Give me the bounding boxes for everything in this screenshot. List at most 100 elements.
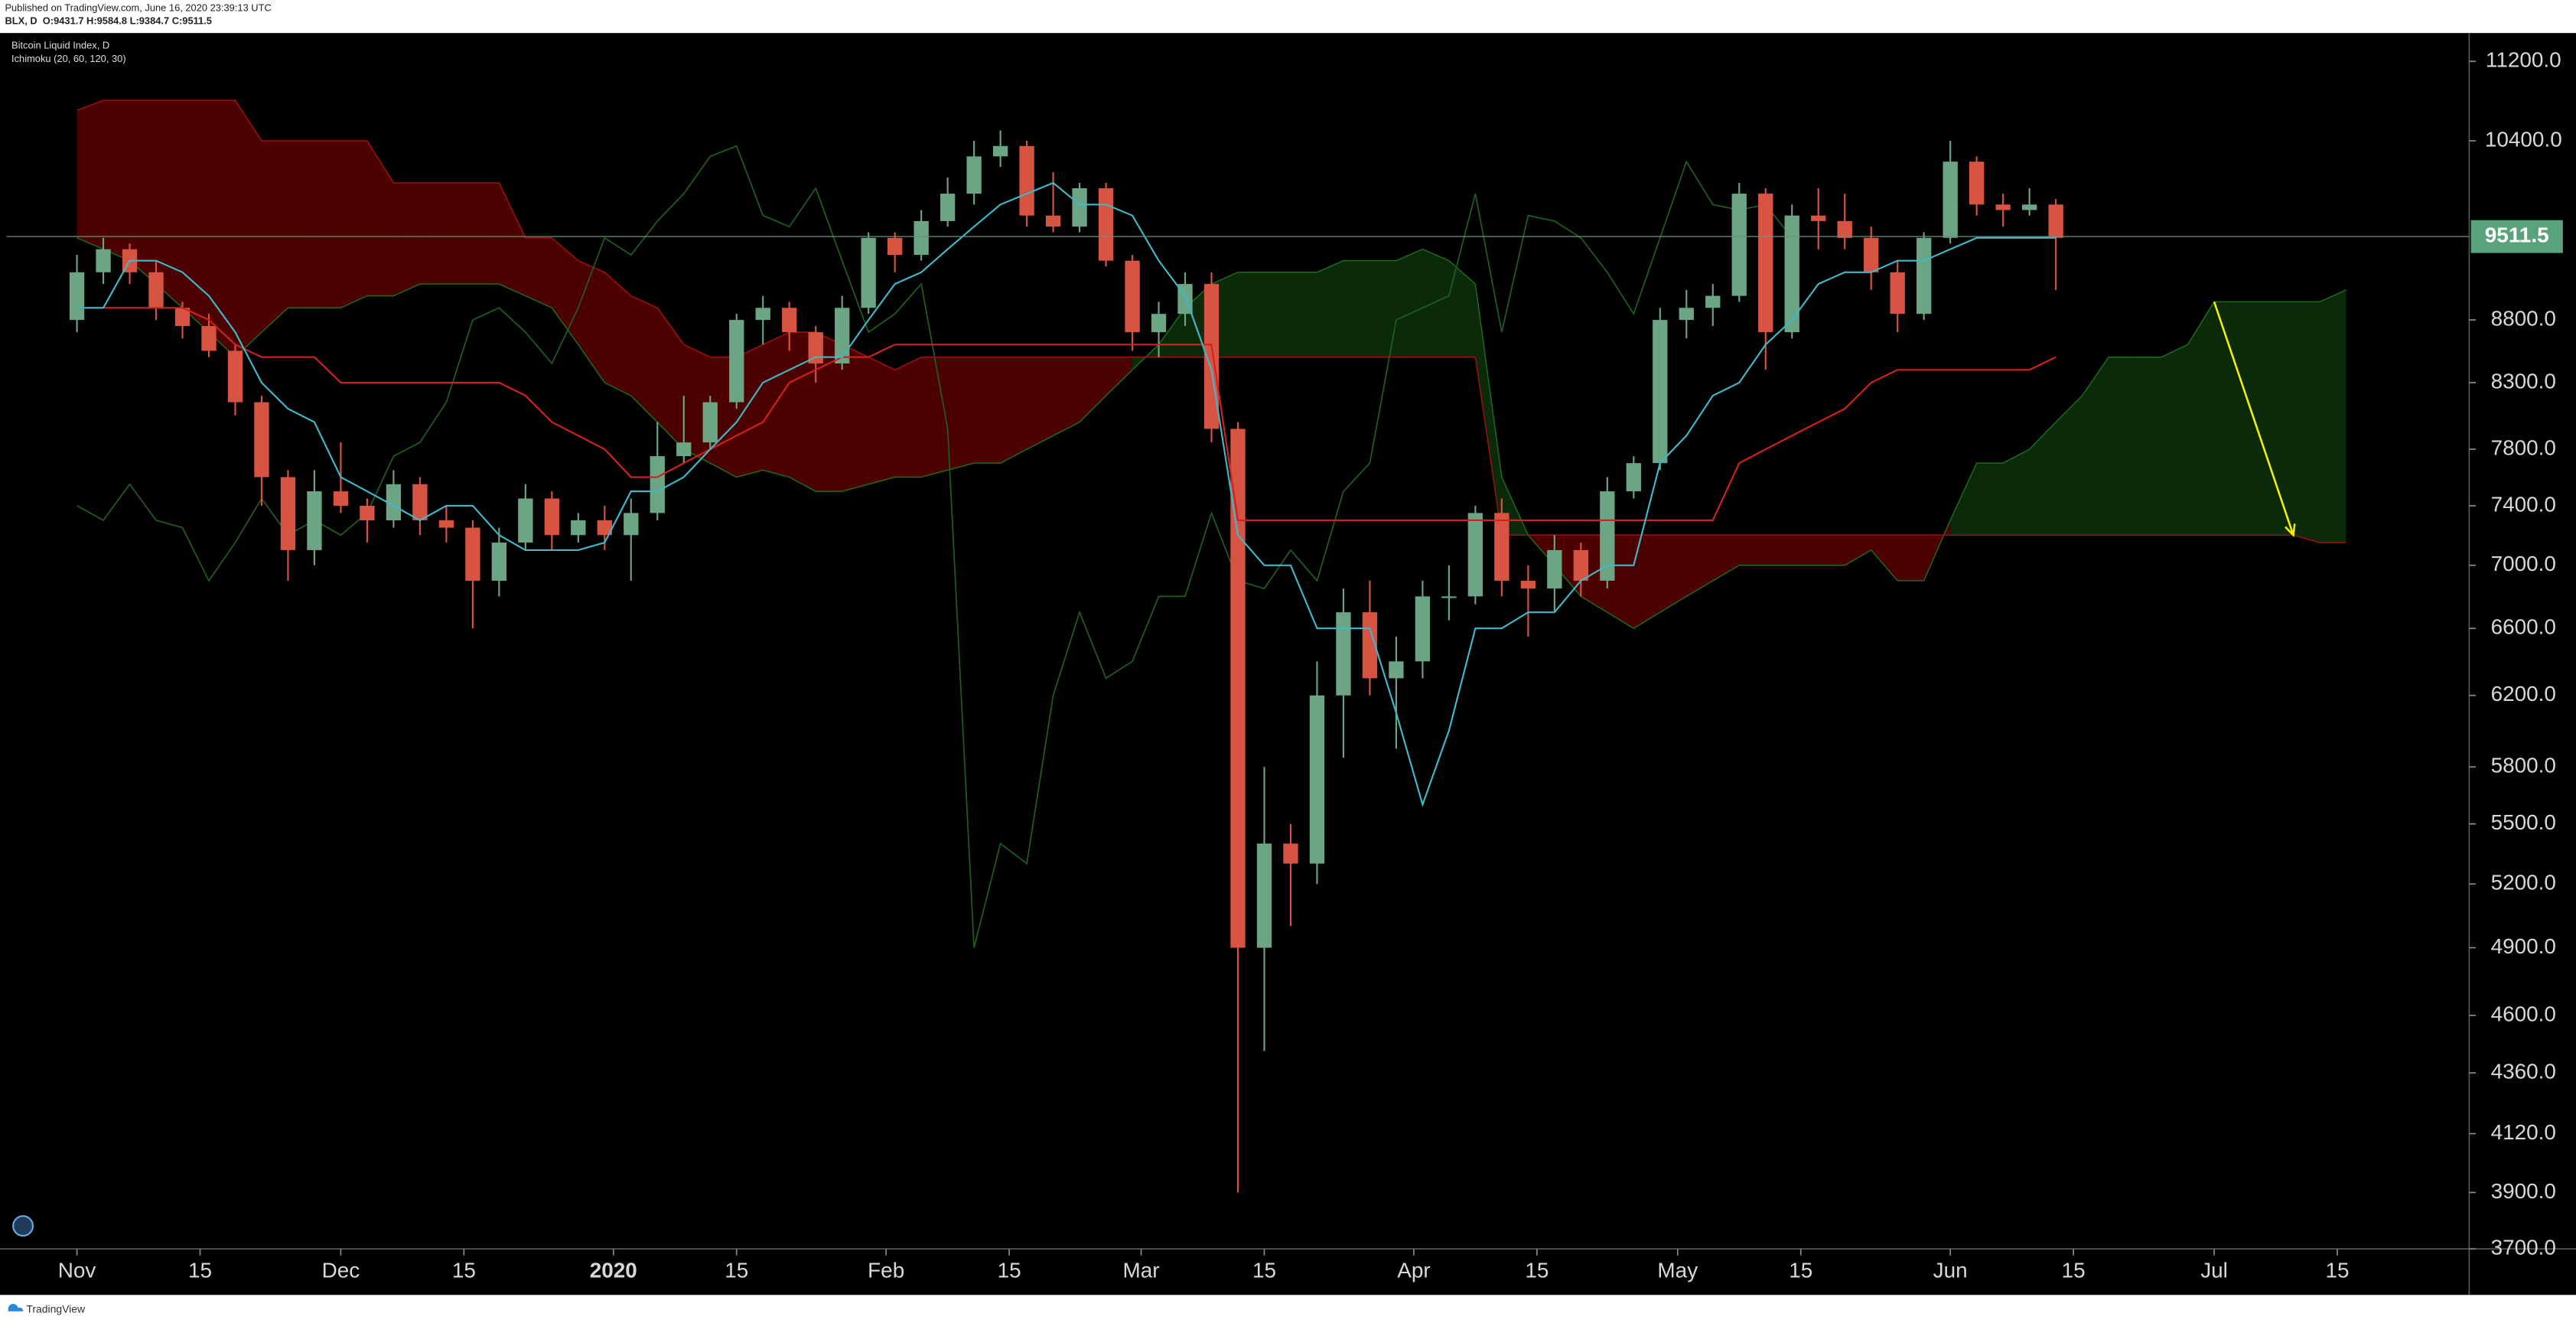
candle-body [1758,194,1773,333]
candle-body [386,484,402,520]
candle-body [1995,204,2011,210]
candle-body [69,272,85,321]
y-tick-label: 5500.0 [2491,810,2556,834]
cloud-segment [446,182,473,285]
cloud-segment [314,141,341,308]
cloud-segment [77,100,104,249]
x-tick-label: 15 [188,1259,212,1282]
candle-body [1573,549,1589,581]
candle-body [1864,237,1879,272]
x-tick-label: Apr [1397,1259,1430,1282]
candle-body [1943,161,1958,238]
candle-body [201,326,217,351]
candle-body [702,402,718,443]
x-tick-label: 15 [1789,1259,1812,1282]
candle-body [624,513,639,536]
candle-body [1230,429,1246,948]
candle-body [1917,237,1932,314]
cloud-segment [1686,535,1713,597]
cloud-segment [419,182,447,285]
candle-body [808,332,823,363]
y-tick-label: 7400.0 [2491,492,2556,516]
cloud-segment [288,141,314,308]
cloud-segment [1238,272,1265,357]
candle-body [1653,320,1668,464]
cloud-segment [1976,463,2004,536]
x-tick-label: Jul [2200,1259,2228,1282]
candle-body [1784,215,1799,333]
candle-body [887,237,903,256]
candle-body [1731,194,1747,296]
candle-body [544,498,559,536]
candle-body [1151,314,1167,333]
logo-icon [12,1215,34,1237]
cloud-segment [842,344,869,492]
candle-body [1547,549,1562,589]
candle-body [966,156,982,194]
candle-body [650,456,665,513]
x-tick-label: May [1657,1259,1698,1282]
cloud-segment [974,357,1001,464]
y-tick-label: 7000.0 [2491,552,2556,575]
candle-body [1811,215,1826,221]
last-price-label: 9511.5 [2485,223,2549,247]
x-tick-label: Dec [322,1259,360,1282]
candle-body [729,320,744,402]
candle-body [1309,695,1325,864]
y-tick-label: 7800.0 [2491,436,2556,460]
indicator-label: Ichimoku (20, 60, 120, 30) [11,53,126,64]
candle-body [227,350,243,402]
x-tick-label: 15 [2062,1259,2086,1282]
cloud-segment [1818,535,1845,565]
candle-body [1626,463,1641,492]
candle-body [1679,308,1694,321]
cloud-segment [393,182,420,296]
y-tick-label: 3700.0 [2491,1236,2556,1259]
cloud-segment [1897,535,1924,581]
x-tick-label: 15 [998,1259,1021,1282]
cloud-segment [1845,535,1871,565]
candle-body [1520,580,1536,589]
symbol-line: BLX, D O:9431.7 H:9584.8 L:9384.7 C:9511… [5,15,212,27]
cloud-segment [2029,422,2057,536]
cloud-segment [525,237,552,308]
candle-body [1045,215,1061,227]
cloud-segment [1871,535,1898,581]
cloud-segment [1343,260,1370,357]
cloud-segment [1633,535,1660,629]
cloud-segment [1792,535,1819,565]
y-tick-label: 4600.0 [2491,1002,2556,1025]
y-tick-label: 3900.0 [2491,1179,2556,1203]
y-tick-label: 4900.0 [2491,934,2556,958]
candle-body [1125,260,1140,333]
cloud-segment [2056,396,2083,536]
candle-body [254,402,269,477]
last-price-badge [2470,220,2563,253]
candle-body [307,491,322,550]
cloud-segment [2161,344,2188,536]
cloud-segment [868,357,895,484]
cloud-segment [2293,301,2320,543]
cloud-segment [1659,535,1687,613]
cloud-segment [1739,535,1766,565]
y-tick-label: 10400.0 [2485,127,2562,151]
cloud-segment [1290,272,1317,357]
candle-body [1494,513,1509,581]
candle-body [465,527,480,581]
candle-body [755,308,770,321]
candle-body [861,237,876,308]
y-tick-label: 11200.0 [2486,48,2561,72]
x-tick-label: 15 [2325,1259,2349,1282]
cloud-segment [2003,449,2030,536]
candle-body [333,491,349,506]
cloud-segment [1712,535,1740,581]
candle-body [2048,204,2063,238]
cloud-segment [1027,357,1054,450]
cloud-segment [552,237,578,345]
cloud-segment [763,332,790,477]
x-tick-label: Mar [1123,1259,1160,1282]
cloud-segment [789,332,816,492]
arrow-head [2285,523,2296,538]
cloud-segment [1422,249,1449,357]
candle-body [1019,145,1034,216]
